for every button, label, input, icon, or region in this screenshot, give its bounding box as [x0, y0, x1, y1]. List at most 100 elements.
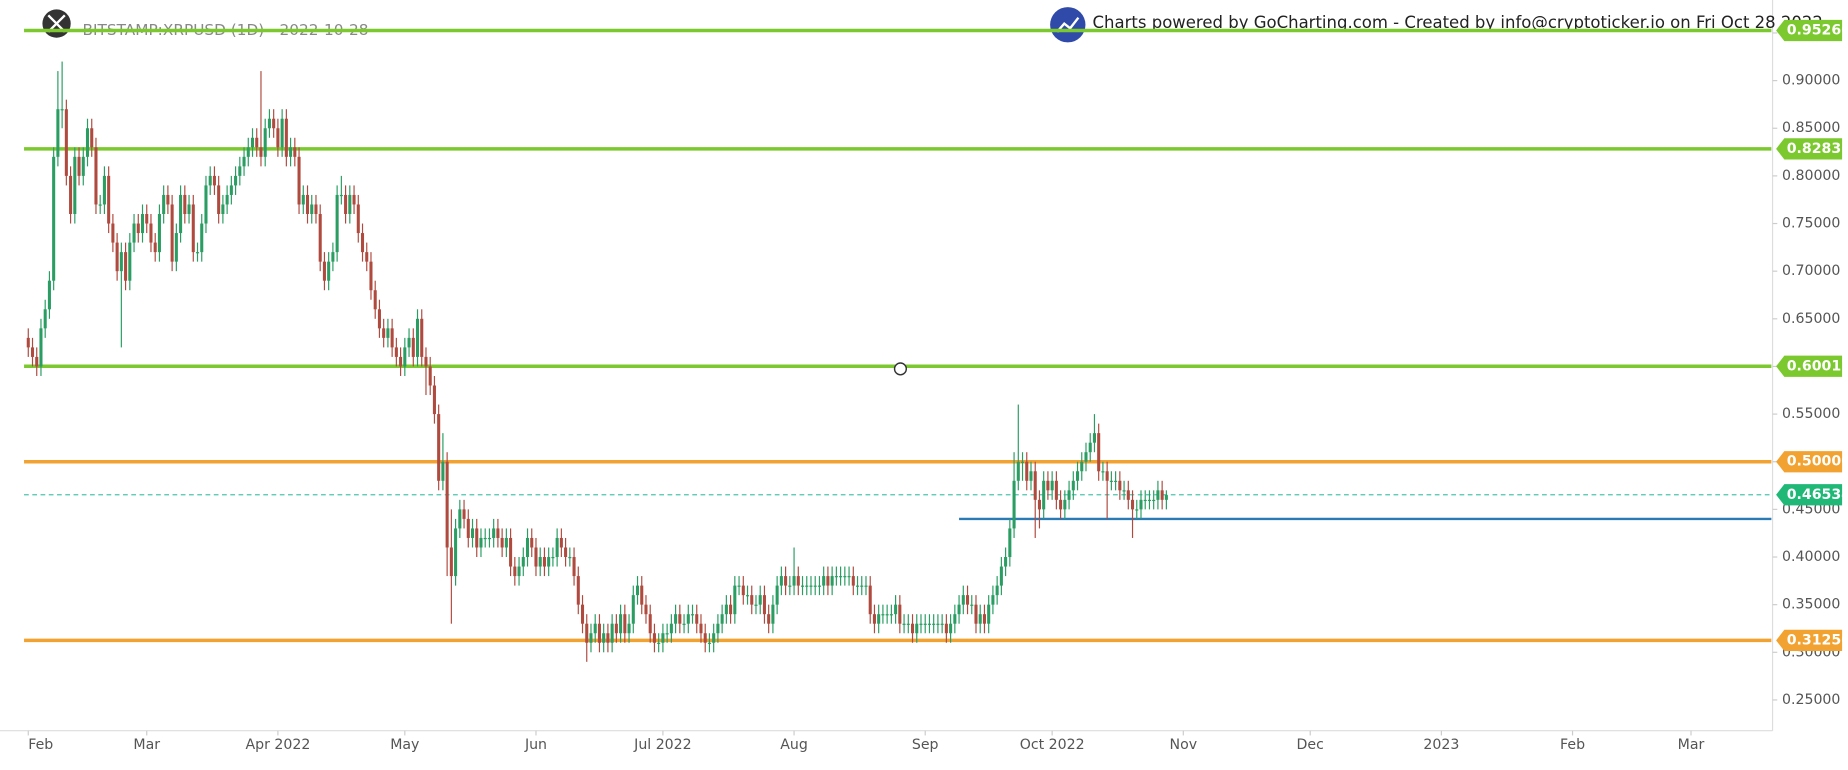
- candle-body: [1118, 480, 1122, 491]
- candle-body: [564, 547, 568, 558]
- candle-body: [932, 623, 936, 625]
- level-label: 0.60017: [1787, 358, 1848, 374]
- candle-body: [157, 214, 161, 253]
- candle-body: [1025, 461, 1029, 481]
- y-tick-label: 0.65000: [1782, 311, 1840, 327]
- candle-body: [348, 194, 352, 215]
- candle-body: [1029, 471, 1033, 481]
- candle-body: [225, 194, 229, 205]
- candle-body: [272, 118, 276, 129]
- x-tick-label: Feb: [28, 737, 53, 753]
- candle-body: [284, 118, 288, 157]
- level-tag: [1776, 19, 1843, 42]
- candle-body: [1156, 490, 1160, 500]
- candle-body: [1046, 480, 1050, 491]
- candle-body: [39, 328, 43, 367]
- candle-body: [741, 585, 745, 596]
- candle-body: [56, 109, 60, 157]
- candle-body: [779, 576, 783, 586]
- candle-body: [551, 557, 555, 559]
- candle-body: [982, 614, 986, 624]
- candle-body: [1063, 499, 1067, 510]
- x-tick-label: Nov: [1170, 737, 1198, 753]
- candle-body: [686, 614, 690, 624]
- x-tick-label: 2023: [1423, 737, 1459, 753]
- drawing-handle[interactable]: [893, 362, 908, 376]
- candle-body: [47, 280, 51, 310]
- candle-body: [610, 623, 614, 643]
- plot-area: [24, 28, 1772, 662]
- candle-body: [1020, 461, 1025, 463]
- candle-body: [957, 604, 961, 615]
- candle-body: [898, 604, 902, 624]
- candle-body: [424, 356, 428, 367]
- candle-body: [593, 623, 597, 634]
- candle-body: [1152, 499, 1156, 502]
- y-tick-label: 0.75000: [1782, 216, 1840, 232]
- y-tick-label: 0.45000: [1782, 501, 1840, 517]
- gocharting-logo: [1050, 7, 1086, 43]
- candle-body: [682, 623, 686, 625]
- candle-body: [293, 147, 297, 157]
- candle-body: [428, 366, 432, 386]
- candle-body: [644, 604, 648, 615]
- x-tick-label: Jul 2022: [633, 737, 691, 753]
- candle-body: [919, 623, 923, 625]
- candle-body: [881, 614, 885, 616]
- x-tick-label: Oct 2022: [1020, 737, 1085, 753]
- level-label: 0.82836: [1787, 141, 1848, 157]
- candle-body: [991, 595, 995, 605]
- candle-body: [1067, 490, 1071, 500]
- candle-body: [360, 233, 365, 253]
- y-tick-label: 0.80000: [1782, 168, 1840, 184]
- candle-body: [200, 223, 204, 253]
- candle-body: [745, 595, 750, 597]
- candle-body: [1033, 471, 1037, 500]
- candle-body: [339, 194, 343, 197]
- candle-body: [661, 633, 665, 643]
- candle-body: [470, 528, 475, 538]
- candle-body: [462, 509, 466, 519]
- candle-body: [69, 175, 73, 215]
- candle-body: [1088, 442, 1092, 453]
- candle-body: [860, 585, 864, 587]
- candle-body: [458, 509, 462, 529]
- candle-body: [872, 614, 876, 624]
- candle-body: [614, 623, 618, 634]
- candle-body: [1092, 433, 1096, 443]
- candle-body: [999, 566, 1003, 586]
- candle-body: [627, 623, 631, 634]
- candle-body: [1037, 499, 1041, 510]
- candle-body: [234, 175, 238, 186]
- candle-body: [758, 595, 762, 605]
- candle-body: [1122, 490, 1126, 492]
- candle-body: [894, 604, 898, 615]
- candle-body: [640, 585, 644, 605]
- candle-body: [534, 547, 538, 567]
- candle-body: [1071, 480, 1075, 491]
- candle-body: [263, 128, 267, 157]
- candle-body: [119, 252, 123, 272]
- candle-body: [60, 109, 64, 111]
- candle-body: [885, 614, 889, 616]
- candle-body: [403, 347, 407, 367]
- candle-body: [229, 185, 233, 195]
- candle-body: [910, 623, 915, 634]
- level-tag: [1776, 451, 1843, 473]
- candle-body: [737, 585, 741, 587]
- candle-body: [716, 623, 720, 634]
- candle-body: [631, 595, 635, 624]
- candle-body: [111, 223, 115, 243]
- candle-body: [559, 537, 563, 548]
- candle-body: [940, 623, 944, 625]
- candle-body: [855, 585, 860, 587]
- candle-body: [822, 576, 826, 586]
- candle-body: [318, 214, 322, 262]
- candle-body: [394, 347, 398, 357]
- candle-body: [707, 642, 711, 644]
- last-price-tag: [1776, 484, 1843, 506]
- candle-body: [208, 175, 212, 186]
- candle-body: [1114, 480, 1118, 482]
- candle-body: [297, 156, 301, 205]
